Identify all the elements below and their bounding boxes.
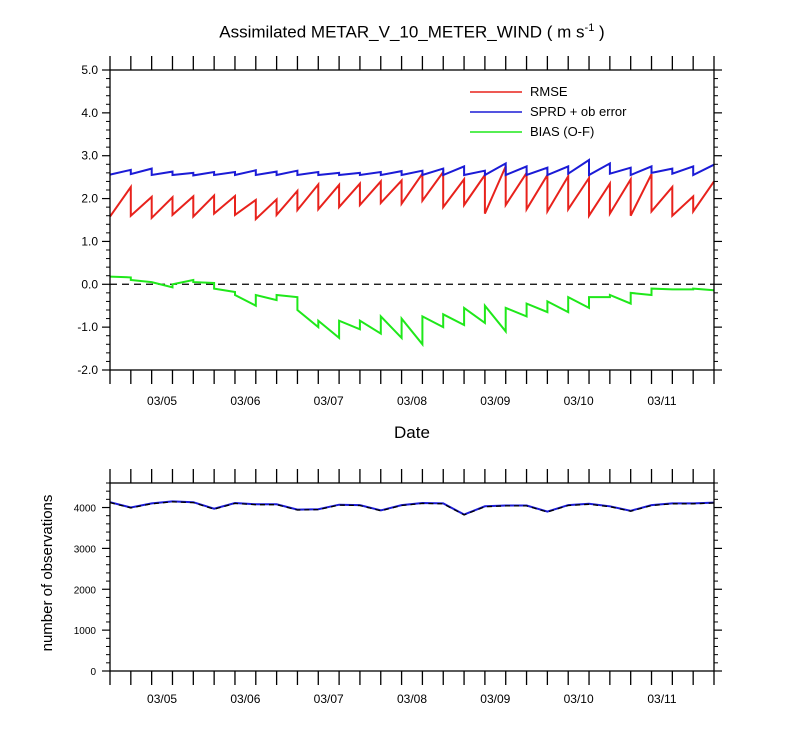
y-tick-label: 2.0 <box>81 192 98 206</box>
y-tick-label: 1000 <box>74 626 97 637</box>
x-tick-label: 03/07 <box>314 692 344 706</box>
y-tick-label: 0.0 <box>81 277 98 291</box>
y-tick-label: 2000 <box>74 585 97 596</box>
series-line-sprd-ob-error <box>109 158 715 177</box>
x-tick-label: 03/10 <box>564 394 594 408</box>
bottom-plot-frame <box>109 482 715 672</box>
y-tick-label: -2.0 <box>77 363 98 377</box>
y-tick-label: 1.0 <box>81 234 98 248</box>
series-line-bias-o-f- <box>109 275 715 348</box>
legend-label: SPRD + ob error <box>530 104 627 119</box>
x-tick-label: 03/05 <box>147 692 177 706</box>
x-axis-label: Date <box>394 423 430 442</box>
obs-count-line-used <box>109 501 715 516</box>
x-tick-label: 03/07 <box>314 394 344 408</box>
x-tick-label: 03/10 <box>564 692 594 706</box>
legend-label: BIAS (O-F) <box>530 124 594 139</box>
x-tick-label: 03/11 <box>647 394 676 408</box>
x-tick-label: 03/08 <box>397 394 427 408</box>
chart-title: Assimilated METAR_V_10_METER_WIND ( m s-… <box>219 22 605 42</box>
x-tick-label: 03/09 <box>480 394 510 408</box>
y-tick-label: 4.0 <box>81 106 98 120</box>
x-tick-label: 03/06 <box>230 692 260 706</box>
legend-label: RMSE <box>530 84 568 99</box>
y-tick-label: 4000 <box>74 504 97 515</box>
x-tick-label: 03/06 <box>230 394 260 408</box>
top-plot: -2.0 -1.0 0.0 1.0 2.0 3.0 4.0 5.0 03/05 03/06 03/0… <box>77 56 722 442</box>
y-tick-label: 5.0 <box>81 63 98 77</box>
y-axis-label: number of observations <box>39 495 56 652</box>
y-tick-label: 0 <box>90 667 96 678</box>
series-line-rmse <box>109 165 715 222</box>
x-tick-label: 03/05 <box>147 394 177 408</box>
top-plot-frame <box>109 69 715 371</box>
y-tick-label: 3.0 <box>81 149 98 163</box>
y-tick-label: -1.0 <box>77 320 98 334</box>
x-tick-label: 03/09 <box>480 692 510 706</box>
x-tick-label: 03/08 <box>397 692 427 706</box>
x-tick-label: 03/11 <box>647 692 676 706</box>
bottom-plot: 0 1000 2000 3000 4000 03/05 03/06 03/07 03/08 03/… <box>39 469 722 706</box>
y-tick-label: 3000 <box>74 544 97 555</box>
obs-count-line-possible <box>109 500 715 516</box>
